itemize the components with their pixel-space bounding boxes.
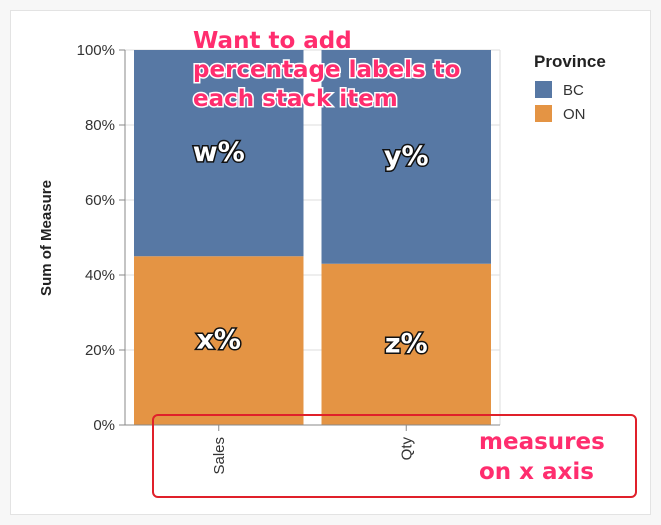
- y-tick-label: 0%: [93, 417, 115, 434]
- legend-swatch-on: [535, 105, 552, 122]
- y-tick-label: 100%: [77, 42, 115, 59]
- y-tick-label: 20%: [85, 342, 115, 359]
- bar-segment-sales-bc: [134, 50, 304, 257]
- annotations: Want to add percentage labels to each stac…: [152, 27, 637, 498]
- y-tick-label: 60%: [85, 192, 115, 209]
- annotation-top-line: each stack item: [193, 86, 398, 112]
- segment-labels: w% x% y% z%: [191, 136, 430, 361]
- y-axis-title: Sum of Measure: [38, 180, 55, 296]
- bars: [134, 50, 491, 425]
- bar-segment-qty-bc: [321, 50, 491, 264]
- y-tick-label: 40%: [85, 267, 115, 284]
- x-tick-label: Sales: [211, 437, 228, 475]
- segment-label: w%: [193, 137, 245, 168]
- legend: Province BC ON: [534, 52, 606, 123]
- annotation-top-line: Want to add: [193, 28, 352, 54]
- annotation-top-line: percentage labels to: [193, 57, 460, 83]
- legend-title: Province: [534, 52, 606, 71]
- segment-label: x%: [197, 325, 241, 356]
- annotation-bottom-line: measures: [479, 429, 605, 455]
- segment-label: z%: [385, 328, 428, 359]
- legend-swatch-bc: [535, 81, 552, 98]
- segment-label: y%: [384, 141, 429, 172]
- y-tick-label: 80%: [85, 117, 115, 134]
- legend-label-on: ON: [563, 106, 586, 123]
- annotation-box: [152, 414, 637, 498]
- axes: 0% 20% 40% 60% 80% 100% Sales Qty: [77, 42, 500, 475]
- legend-label-bc: BC: [563, 82, 584, 99]
- annotation-bottom-line: on x axis: [479, 459, 594, 485]
- x-tick-label: Qty: [398, 437, 415, 461]
- bar-segment-sales-on: [134, 256, 304, 425]
- bar-segment-qty-on: [321, 263, 491, 425]
